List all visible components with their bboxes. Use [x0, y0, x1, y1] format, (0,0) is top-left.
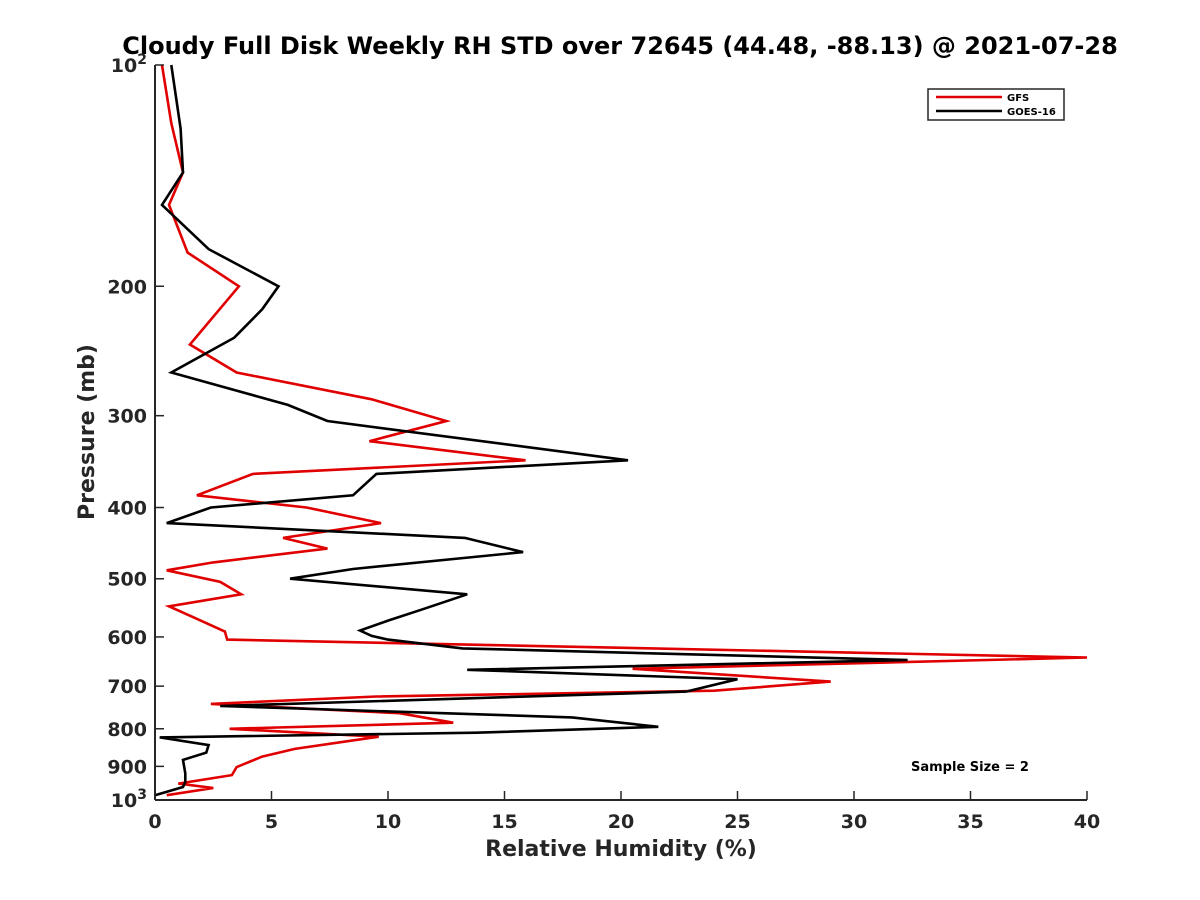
- x-ticks: 0 5 10 15 20 25 30 35 40: [148, 791, 1100, 833]
- x-tick-label: 5: [265, 811, 278, 833]
- x-tick-label: 0: [148, 811, 161, 833]
- chart-title: Cloudy Full Disk Weekly RH STD over 7264…: [122, 32, 1118, 60]
- y-tick-label: 300: [107, 406, 147, 428]
- series-line-gfs: [160, 64, 1088, 797]
- y-tick-label: 500: [107, 569, 147, 591]
- x-tick-label: 10: [375, 811, 401, 833]
- x-tick-label: 40: [1074, 811, 1100, 833]
- sample-size-annotation: Sample Size = 2: [911, 760, 1029, 775]
- legend-label-gfs: GFS: [1007, 93, 1029, 104]
- x-tick-label: 35: [957, 811, 983, 833]
- x-tick-label: 20: [608, 811, 634, 833]
- x-axis-label: Relative Humidity (%): [485, 837, 757, 862]
- x-tick-label: 15: [491, 811, 517, 833]
- y-tick-label: 400: [107, 498, 147, 520]
- series-layer: [154, 64, 1088, 797]
- y-tick-label: 102: [111, 52, 147, 77]
- y-tick-label: 200: [107, 276, 147, 298]
- y-tick-label: 900: [107, 756, 147, 778]
- legend-label-goes-16: GOES-16: [1007, 107, 1056, 118]
- y-tick-label: 700: [107, 676, 147, 698]
- y-tick-label: 103: [111, 787, 147, 812]
- y-tick-label: 600: [107, 627, 147, 649]
- y-axis-label: Pressure (mb): [75, 344, 100, 520]
- x-tick-label: 30: [841, 811, 867, 833]
- series-line-goes-16: [154, 64, 908, 797]
- y-tick-label: 800: [107, 719, 147, 741]
- legend: GFS GOES-16: [927, 88, 1065, 121]
- y-ticks: 102 200 300 400 500 600 700 800 900 103: [107, 52, 164, 812]
- x-tick-label: 25: [724, 811, 750, 833]
- legend-box: [927, 88, 1065, 121]
